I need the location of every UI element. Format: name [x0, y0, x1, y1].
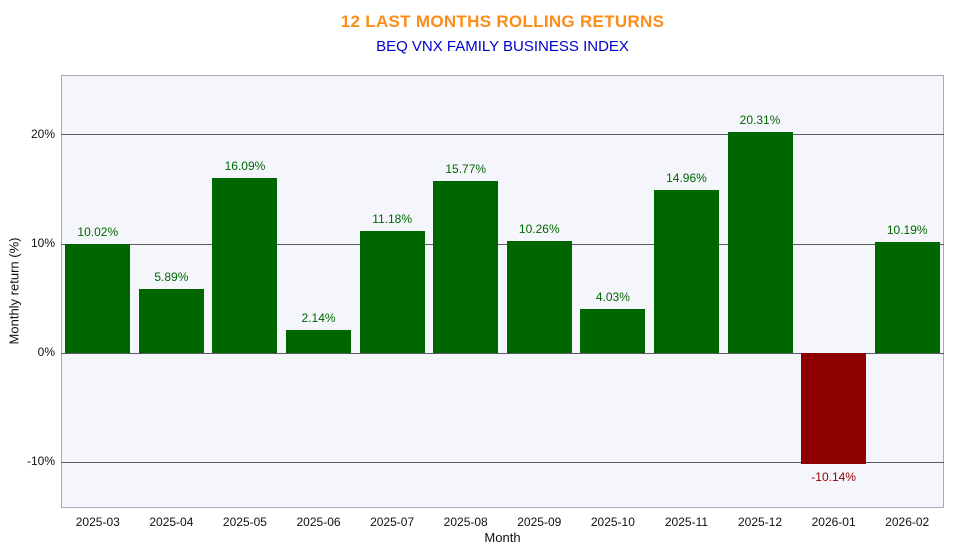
- y-tick-label: 0%: [37, 345, 55, 360]
- bar-2025-08: [433, 181, 499, 354]
- bar-value-label-2026-02: 10.19%: [886, 222, 928, 237]
- bar-2025-10: [580, 309, 646, 354]
- y-axis-title: Monthly return (%): [6, 237, 22, 345]
- x-tick-label-2025-11: 2025-11: [664, 515, 709, 529]
- bar-2026-01: [801, 353, 867, 464]
- bar-value-label-2025-07: 11.18%: [372, 212, 413, 227]
- gridline--10%: [61, 461, 944, 463]
- bar-2025-07: [359, 231, 425, 354]
- chart-subtitle: BEQ VNX FAMILY BUSINESS INDEX: [376, 38, 629, 55]
- bar-2025-04: [138, 288, 204, 354]
- gridline-20%: [61, 134, 944, 136]
- y-tick-label: -10%: [26, 454, 55, 469]
- y-tick-label: 20%: [30, 126, 55, 141]
- bar-value-label-2025-10: 4.03%: [595, 290, 630, 305]
- bar-2025-03: [65, 243, 131, 354]
- bar-2025-12: [727, 131, 793, 354]
- bar-2025-06: [286, 329, 352, 354]
- x-tick-label-2025-04: 2025-04: [149, 515, 194, 529]
- bar-2025-05: [212, 177, 278, 354]
- x-tick-label-2025-12: 2025-12: [738, 515, 783, 529]
- x-tick-label-2025-05: 2025-05: [222, 515, 267, 529]
- x-tick-label-2025-03: 2025-03: [75, 515, 120, 529]
- x-tick-label-2025-07: 2025-07: [370, 515, 415, 529]
- x-tick-label-2026-01: 2026-01: [811, 515, 856, 529]
- x-axis-title: Month: [484, 530, 521, 545]
- plot-area: [61, 75, 944, 508]
- bar-2025-09: [506, 241, 572, 354]
- x-tick-label-2025-08: 2025-08: [443, 515, 488, 529]
- bar-value-label-2025-09: 10.26%: [518, 222, 560, 237]
- bar-value-label-2025-05: 16.09%: [224, 158, 266, 173]
- x-tick-label-2025-09: 2025-09: [517, 515, 562, 529]
- bar-value-label-2025-04: 5.89%: [154, 269, 189, 284]
- bar-2026-02: [874, 241, 940, 354]
- bar-value-label-2026-01: -10.14%: [811, 469, 856, 484]
- bar-value-label-2025-11: 14.96%: [666, 170, 707, 185]
- gridline-10%: [61, 243, 944, 245]
- x-tick-label-2025-06: 2025-06: [296, 515, 341, 529]
- bar-2025-11: [653, 189, 719, 354]
- bar-value-label-2025-03: 10.02%: [77, 224, 119, 239]
- y-tick-label: 10%: [30, 236, 55, 251]
- x-tick-label-2025-10: 2025-10: [590, 515, 635, 529]
- bar-value-label-2025-12: 20.31%: [739, 112, 781, 127]
- bar-value-label-2025-06: 2.14%: [301, 310, 336, 325]
- chart-title: 12 LAST MONTHS ROLLING RETURNS: [340, 12, 665, 31]
- bar-value-label-2025-08: 15.77%: [445, 162, 487, 177]
- x-tick-label-2026-02: 2026-02: [885, 515, 930, 529]
- gridline-0%: [61, 352, 944, 354]
